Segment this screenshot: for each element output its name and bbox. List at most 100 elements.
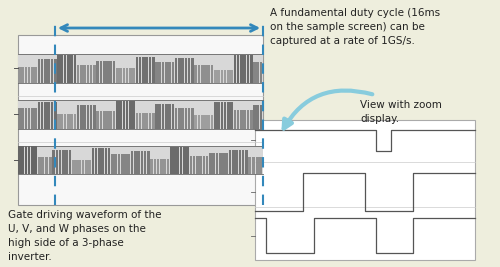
- Bar: [59, 150, 62, 174]
- Bar: [162, 104, 164, 128]
- Bar: [62, 150, 64, 174]
- Bar: [190, 156, 192, 174]
- Bar: [96, 111, 99, 128]
- Bar: [86, 105, 89, 128]
- Bar: [95, 148, 98, 174]
- Bar: [220, 103, 223, 128]
- Bar: [242, 150, 244, 174]
- Bar: [228, 150, 232, 174]
- Bar: [22, 146, 24, 174]
- Bar: [139, 113, 141, 128]
- Bar: [74, 114, 76, 128]
- Bar: [70, 55, 73, 83]
- Bar: [121, 154, 124, 174]
- Bar: [137, 151, 140, 174]
- Bar: [182, 108, 184, 128]
- Bar: [212, 153, 215, 174]
- Bar: [22, 67, 24, 83]
- Bar: [256, 157, 258, 174]
- Bar: [136, 113, 138, 128]
- Bar: [175, 108, 178, 128]
- Bar: [116, 68, 118, 83]
- Bar: [80, 105, 82, 128]
- Bar: [103, 111, 106, 128]
- Bar: [86, 65, 89, 83]
- Bar: [208, 65, 210, 83]
- Bar: [209, 153, 212, 174]
- Bar: [77, 65, 80, 83]
- Bar: [92, 148, 94, 174]
- Bar: [186, 147, 189, 174]
- Bar: [191, 108, 194, 128]
- Bar: [34, 67, 37, 83]
- Bar: [108, 148, 110, 174]
- Bar: [219, 153, 222, 174]
- Bar: [52, 150, 55, 174]
- Bar: [184, 108, 187, 128]
- Bar: [41, 103, 43, 128]
- Bar: [77, 105, 80, 128]
- Bar: [182, 58, 184, 83]
- Bar: [244, 110, 246, 128]
- Bar: [162, 62, 164, 83]
- Bar: [210, 65, 214, 83]
- Bar: [18, 146, 21, 174]
- Bar: [148, 113, 152, 128]
- Bar: [38, 157, 40, 174]
- Bar: [67, 114, 70, 128]
- Bar: [224, 70, 226, 83]
- Bar: [112, 111, 116, 128]
- Bar: [227, 103, 230, 128]
- Bar: [218, 103, 220, 128]
- Bar: [155, 62, 158, 83]
- Bar: [250, 55, 252, 83]
- Bar: [129, 101, 132, 128]
- Bar: [50, 103, 53, 128]
- Bar: [44, 60, 46, 83]
- Bar: [237, 110, 240, 128]
- Bar: [237, 55, 240, 83]
- Bar: [154, 159, 156, 174]
- Bar: [111, 154, 114, 174]
- Bar: [24, 146, 27, 174]
- Bar: [72, 160, 74, 174]
- Bar: [110, 111, 112, 128]
- Bar: [67, 55, 70, 83]
- Bar: [45, 157, 48, 174]
- Bar: [256, 62, 259, 83]
- Bar: [104, 148, 107, 174]
- Bar: [230, 70, 233, 83]
- Bar: [57, 114, 60, 128]
- Bar: [165, 104, 168, 128]
- Bar: [75, 160, 78, 174]
- Bar: [126, 68, 128, 83]
- Bar: [18, 35, 263, 205]
- Bar: [28, 67, 30, 83]
- Bar: [18, 108, 21, 128]
- Bar: [250, 110, 252, 128]
- Bar: [142, 57, 144, 83]
- Bar: [173, 147, 176, 174]
- Bar: [166, 159, 169, 174]
- Bar: [168, 62, 171, 83]
- Bar: [142, 113, 144, 128]
- Bar: [191, 58, 194, 83]
- Bar: [206, 156, 208, 174]
- Bar: [160, 159, 162, 174]
- Bar: [165, 62, 168, 83]
- Bar: [28, 108, 30, 128]
- Bar: [244, 55, 246, 83]
- Bar: [28, 146, 30, 174]
- Bar: [194, 65, 197, 83]
- Bar: [253, 62, 256, 83]
- Bar: [260, 62, 262, 83]
- Text: View with zoom
display.: View with zoom display.: [360, 100, 442, 124]
- Bar: [93, 105, 96, 128]
- Bar: [188, 108, 190, 128]
- Bar: [42, 157, 44, 174]
- Bar: [96, 61, 99, 83]
- Bar: [120, 101, 122, 128]
- Bar: [168, 104, 171, 128]
- Bar: [222, 153, 225, 174]
- Bar: [176, 147, 179, 174]
